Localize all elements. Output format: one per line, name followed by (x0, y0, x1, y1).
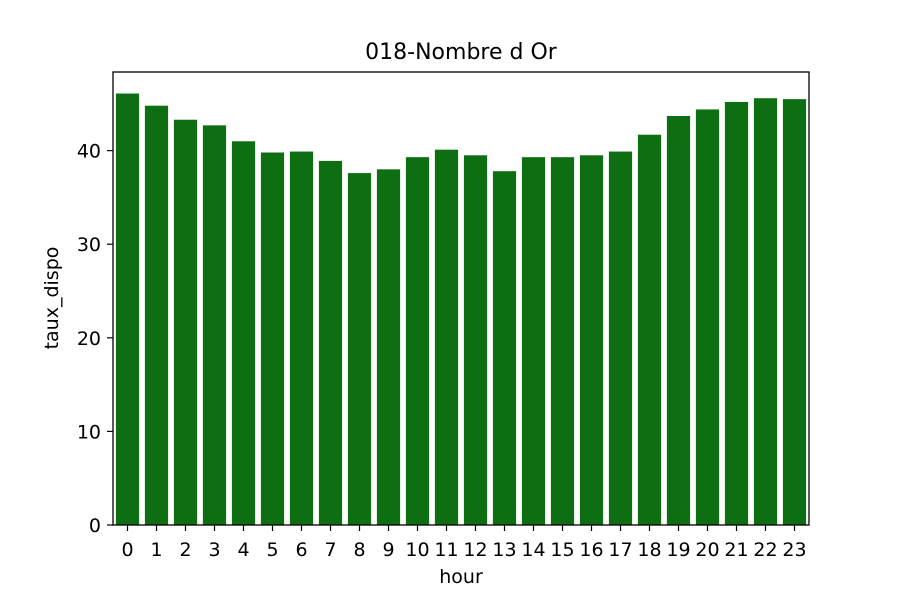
bar-hour-5 (260, 152, 285, 526)
x-tick-label: 5 (266, 539, 278, 561)
x-tick-label: 18 (637, 539, 661, 561)
x-tick-label: 20 (695, 539, 719, 561)
x-tick-label: 14 (521, 539, 545, 561)
x-tick-label: 1 (150, 539, 162, 561)
bar-hour-2 (173, 119, 198, 525)
bar-hour-6 (289, 151, 314, 525)
x-tick-label: 12 (463, 539, 487, 561)
bar-hour-22 (753, 98, 778, 526)
x-tick-label: 21 (724, 539, 748, 561)
bar-hour-15 (550, 157, 575, 526)
bar-hour-14 (521, 157, 546, 526)
bar-hour-3 (202, 125, 227, 525)
x-tick-label: 6 (295, 539, 307, 561)
x-tick-label: 22 (753, 539, 777, 561)
chart-title: 018-Nombre d Or (365, 40, 558, 65)
bars-group (115, 93, 807, 526)
x-tick-label: 15 (550, 539, 574, 561)
y-axis-label: taux_dispo (41, 247, 63, 350)
bar-hour-8 (347, 173, 372, 525)
bar-hour-19 (666, 115, 691, 526)
x-tick-label: 4 (237, 539, 249, 561)
x-tick-label: 0 (121, 539, 133, 561)
x-tick-label: 11 (434, 539, 458, 561)
y-tick-label: 40 (77, 141, 101, 163)
x-tick-label: 17 (608, 539, 632, 561)
bar-hour-17 (608, 151, 633, 525)
x-tick-label: 8 (353, 539, 365, 561)
bar-hour-0 (115, 93, 140, 525)
x-tick-label: 10 (405, 539, 429, 561)
plot-frame (112, 71, 810, 526)
y-axis-ticks: 0 10 20 30 40 (77, 141, 113, 537)
x-tick-label: 7 (324, 539, 336, 561)
bar-hour-1 (144, 105, 169, 525)
x-tick-label: 2 (179, 539, 191, 561)
bar-hour-9 (376, 169, 401, 525)
bar-hour-11 (434, 149, 459, 525)
x-tick-label: 23 (782, 539, 806, 561)
bar-hour-4 (231, 141, 256, 525)
bar-hour-21 (724, 101, 749, 525)
x-tick-label: 9 (382, 539, 394, 561)
x-tick-label: 19 (666, 539, 690, 561)
bar-hour-7 (318, 160, 343, 526)
x-axis-ticks: 0 1 2 3 4 5 6 7 8 9 10 11 12 13 14 15 16 17 18 19 20 21 22 23 (121, 525, 807, 561)
bar-hour-16 (579, 155, 604, 526)
bar-hour-12 (463, 155, 488, 526)
bar-hour-18 (637, 134, 662, 525)
bar-hour-10 (405, 157, 430, 526)
bar-hour-20 (695, 109, 720, 525)
x-axis-label: hour (439, 566, 483, 588)
y-tick-label: 20 (77, 328, 101, 350)
x-tick-label: 3 (208, 539, 220, 561)
y-tick-label: 10 (77, 421, 101, 443)
y-tick-label: 30 (77, 234, 101, 256)
x-tick-label: 16 (579, 539, 603, 561)
bar-hour-23 (782, 99, 807, 525)
bar-hour-13 (492, 171, 517, 525)
x-tick-label: 13 (492, 539, 516, 561)
y-tick-label: 0 (89, 515, 101, 537)
